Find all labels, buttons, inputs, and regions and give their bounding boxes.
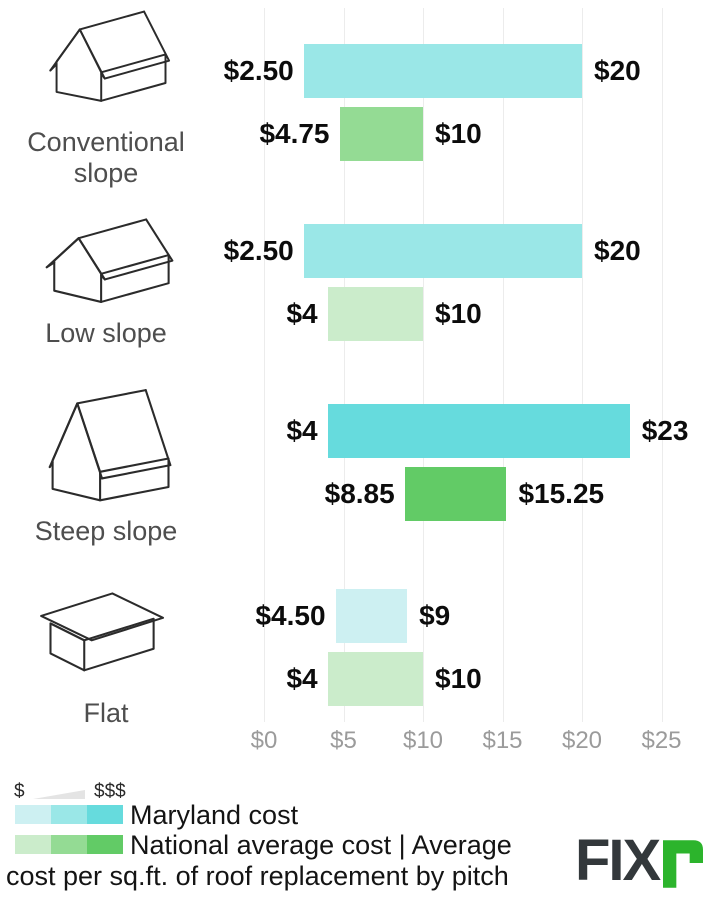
flat-roof-icon [40,592,165,672]
bar-national-conventional-slope [339,107,423,161]
category-label-low-slope: Low slope [45,318,167,348]
bar-min-label-maryland-low-slope: $2.50 [223,235,294,266]
x-tick-label: $15 [482,727,523,754]
bar-national-low-slope [327,287,423,341]
bar-min-label-national-steep-slope: $8.85 [324,478,395,509]
conventional-slope-roof-icon [49,10,171,102]
gridline [661,8,663,722]
x-tick-label: $20 [561,727,603,754]
bar-max-label-national-steep-slope: $15.25 [518,478,605,509]
maryland-legend-swatches [15,805,123,824]
gridline [582,8,583,722]
category-label-flat: Flat [83,698,129,728]
x-tick-label: $25 [641,727,682,754]
gridline [423,8,424,722]
low-slope-roof-icon [45,218,174,303]
gridline [502,8,504,722]
bar-min-label-national-low-slope: $4 [286,298,318,329]
bar-min-label-maryland-conventional-slope: $2.50 [223,55,294,86]
bar-max-label-maryland-low-slope: $20 [594,235,641,266]
bar-maryland-flat [335,589,408,643]
price-scale-max-label: $$$ [94,781,126,802]
chart-caption: cost per sq.ft. of roof replacement by p… [6,861,509,891]
gridline [264,8,265,722]
x-tick-label: $0 [250,727,278,754]
bar-max-label-national-flat: $10 [435,663,482,694]
legend-swatch [87,805,123,824]
bar-max-label-national-conventional-slope: $10 [435,118,482,149]
category-label-steep-slope: Steep slope [34,516,178,546]
national-legend-swatches [15,835,123,854]
bar-min-label-national-conventional-slope: $4.75 [259,118,330,149]
bar-max-label-maryland-steep-slope: $23 [641,415,689,446]
steep-slope-roof-icon [48,389,172,502]
x-tick-label: $5 [330,727,357,754]
gridline [343,8,345,722]
bar-max-label-maryland-conventional-slope: $20 [594,55,641,86]
bar-min-label-maryland-steep-slope: $4 [286,415,318,446]
category-label-conventional-slope: Conventional slope [27,127,185,188]
bar-min-label-maryland-flat: $4.50 [255,600,326,631]
bar-max-label-national-low-slope: $10 [435,298,482,329]
bar-maryland-conventional-slope [303,44,582,98]
x-tick-label: $10 [402,727,444,754]
legend-swatch [51,805,87,824]
legend-swatch [15,805,51,824]
bar-national-steep-slope [404,467,507,521]
bar-min-label-national-flat: $4 [286,663,318,694]
bar-maryland-steep-slope [327,404,630,458]
national-legend-label: National average cost | Average [130,830,512,860]
price-scale-min-label: $ [14,781,25,802]
fixr-logo-text: FIX [575,828,661,893]
legend-swatch [15,835,51,854]
fixr-logo-r-icon [663,840,703,888]
maryland-legend-label: Maryland cost [130,800,299,830]
legend-swatch [87,835,123,854]
price-scale-wedge-icon [33,790,85,799]
bar-national-flat [327,652,423,706]
bar-max-label-maryland-flat: $9 [419,600,451,631]
bar-maryland-low-slope [303,224,582,278]
legend-swatch [51,835,87,854]
